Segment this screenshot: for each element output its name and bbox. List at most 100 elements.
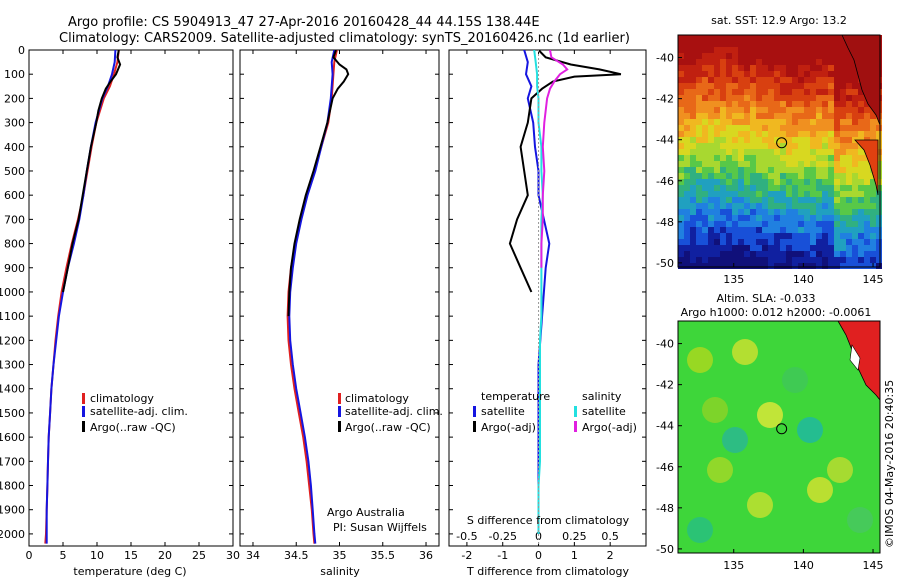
sst-cell — [756, 239, 762, 245]
sst-cell — [792, 149, 798, 155]
sst-cell — [702, 263, 708, 269]
sst-cell — [726, 41, 732, 47]
sst-cell — [840, 167, 846, 173]
sst-cell — [702, 179, 708, 185]
sst-cell — [816, 101, 822, 107]
sst-cell — [738, 71, 744, 77]
sst-map: sat. SST: 12.9 Argo: 13.2 135 140 145 -40 -4… — [656, 14, 884, 286]
sst-cell — [792, 197, 798, 203]
sst-cell — [690, 197, 696, 203]
sst-cell — [714, 137, 720, 143]
sst-cell — [798, 251, 804, 257]
sst-cell — [798, 35, 804, 41]
sst-cell — [768, 41, 774, 47]
sla-anomaly-blob — [797, 417, 823, 443]
sst-cell — [678, 119, 684, 125]
sst-cell — [696, 179, 702, 185]
map-x-tick-label: 145 — [863, 559, 884, 572]
sst-cell — [786, 197, 792, 203]
sst-cell — [834, 257, 840, 263]
sst-cell — [708, 233, 714, 239]
sst-cell — [762, 35, 768, 41]
sst-cell — [732, 95, 738, 101]
sst-cell — [720, 203, 726, 209]
sst-cell — [810, 77, 816, 83]
sst-cell — [756, 125, 762, 131]
sst-cell — [846, 179, 852, 185]
sst-cell — [846, 125, 852, 131]
sla-anomaly-blob — [732, 339, 758, 365]
sst-cell — [828, 257, 834, 263]
sst-cell — [756, 215, 762, 221]
sst-cell — [816, 65, 822, 71]
sla-island — [849, 344, 861, 371]
sst-cell — [762, 209, 768, 215]
sst-cell — [828, 233, 834, 239]
sst-cell — [840, 239, 846, 245]
sst-cell — [852, 173, 858, 179]
sst-cell — [726, 131, 732, 137]
sst-cell — [708, 185, 714, 191]
sst-map-frame — [677, 34, 881, 268]
sst-cell — [870, 125, 876, 131]
sst-cell — [816, 221, 822, 227]
sst-cell — [822, 221, 828, 227]
sst-cell — [816, 197, 822, 203]
x-tick-label: 1 — [571, 549, 578, 562]
sst-cell — [708, 131, 714, 137]
sst-cell — [792, 263, 798, 269]
sla-anomaly-blob — [782, 367, 808, 393]
sst-cell — [846, 245, 852, 251]
sst-cell — [696, 239, 702, 245]
sst-cell — [726, 137, 732, 143]
sst-cell — [780, 233, 786, 239]
sst-cell — [678, 107, 684, 113]
sst-cell — [798, 143, 804, 149]
sst-cell — [708, 191, 714, 197]
x-tick-label: 10 — [90, 549, 104, 562]
sst-cell — [834, 53, 840, 59]
sst-cell — [810, 155, 816, 161]
sst-cell — [852, 77, 858, 83]
sla-map-subtitle: Argo h1000: 0.012 h2000: -0.0061 — [681, 306, 872, 319]
sst-cell — [738, 131, 744, 137]
sst-cell — [756, 41, 762, 47]
depth-tick-labels: 0 100 200 300 400 500 600 700 800 900 1000 1100 1200… — [0, 44, 25, 541]
sst-cell — [804, 65, 810, 71]
s-diff-tick-label: 0 — [535, 530, 542, 543]
sst-cell — [768, 233, 774, 239]
sst-cell — [846, 251, 852, 257]
sst-tasmania-coast — [854, 139, 879, 196]
depth-tick-label: 1000 — [0, 286, 25, 299]
sst-cell — [762, 41, 768, 47]
sst-cell — [816, 179, 822, 185]
sst-cell — [708, 125, 714, 131]
sst-cell — [720, 185, 726, 191]
depth-tick-label: 1300 — [0, 359, 25, 372]
sst-cell — [720, 89, 726, 95]
sst-cell — [696, 227, 702, 233]
sst-cell — [684, 113, 690, 119]
map-x-tick-label: 140 — [793, 559, 814, 572]
legend-swatch-climatology — [338, 393, 341, 404]
sst-cell — [774, 77, 780, 83]
sst-cell — [780, 215, 786, 221]
sst-cell — [756, 143, 762, 149]
sst-cell — [690, 125, 696, 131]
x-tick-label: 0 — [26, 549, 33, 562]
sst-cell — [702, 251, 708, 257]
sst-cell — [720, 233, 726, 239]
sst-cell — [726, 227, 732, 233]
sst-cell — [702, 233, 708, 239]
sst-cell — [870, 215, 876, 221]
sst-cell — [816, 215, 822, 221]
sst-cell — [834, 167, 840, 173]
sst-cell — [726, 197, 732, 203]
sst-cell — [792, 173, 798, 179]
sst-cell — [762, 137, 768, 143]
sst-cell — [768, 251, 774, 257]
sst-cell — [738, 35, 744, 41]
sst-cell — [702, 101, 708, 107]
sst-cell — [702, 89, 708, 95]
sst-cell — [822, 167, 828, 173]
